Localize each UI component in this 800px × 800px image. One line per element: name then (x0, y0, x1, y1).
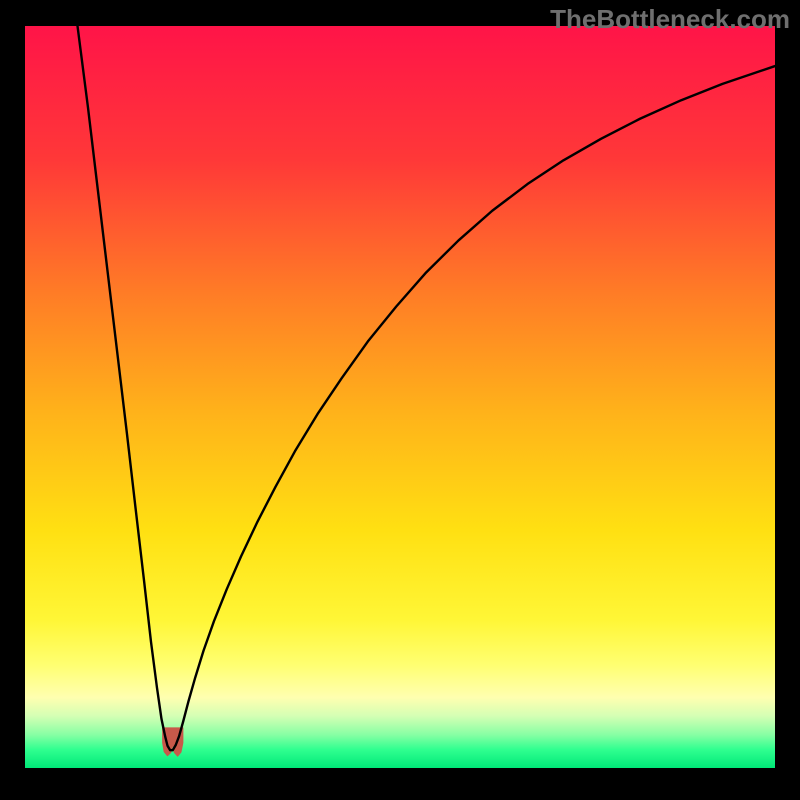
chart-background-gradient (25, 26, 775, 768)
chart-outer-frame: TheBottleneck.com (0, 0, 800, 800)
chart-plot-area (25, 26, 775, 768)
watermark-text: TheBottleneck.com (550, 4, 790, 35)
chart-svg (25, 26, 775, 768)
